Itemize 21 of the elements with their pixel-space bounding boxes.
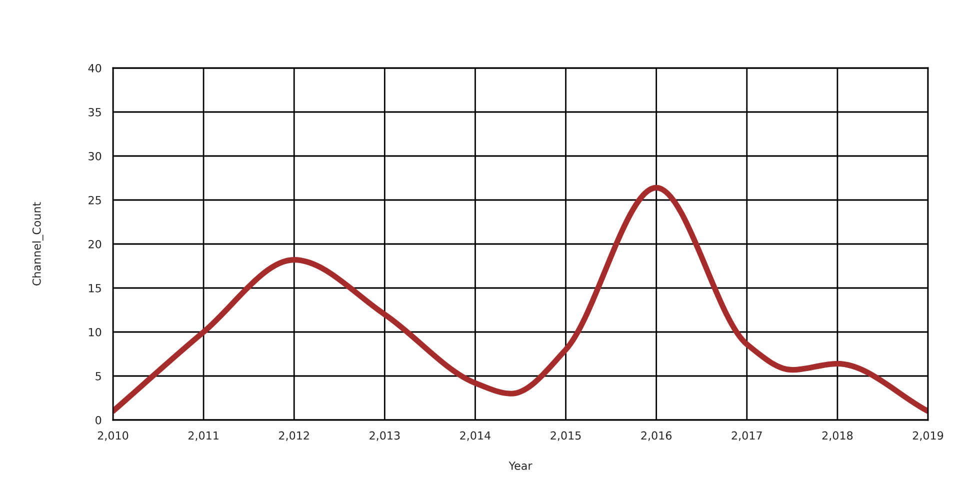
x-tick-label: 2,018	[822, 431, 853, 441]
y-axis-title: Channel_Count	[32, 202, 44, 286]
x-tick-label: 2,010	[98, 431, 128, 441]
x-tick-label: 2,019	[912, 431, 944, 441]
x-tick-label: 2,012	[279, 431, 309, 441]
x-tick-label: 2,017	[732, 431, 762, 441]
y-tick-label: 25	[88, 196, 101, 204]
x-tick-label: 2,011	[188, 431, 218, 441]
x-tick-label: 2,014	[460, 431, 491, 441]
y-tick-label: 20	[88, 240, 102, 248]
y-tick-label: 35	[88, 108, 101, 116]
y-tick-label: 0	[96, 416, 102, 424]
y-tick-label: 5	[96, 372, 101, 380]
y-tick-label: 15	[88, 284, 101, 292]
x-tick-label: 2,016	[641, 431, 672, 441]
x-tick-label: 2,013	[370, 431, 400, 441]
y-tick-label: 10	[88, 328, 102, 336]
x-tick-label: 2,015	[550, 431, 581, 441]
y-tick-label: 40	[88, 64, 102, 72]
x-axis-title: Year	[508, 462, 532, 470]
y-tick-label: 30	[88, 152, 102, 160]
